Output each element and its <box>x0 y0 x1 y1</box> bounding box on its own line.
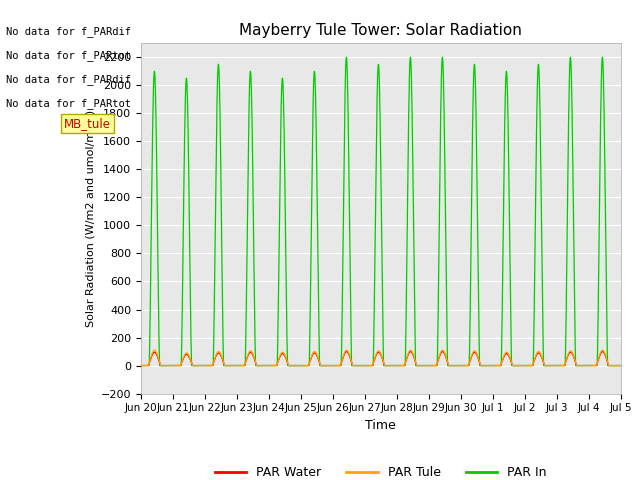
Legend: PAR Water, PAR Tule, PAR In: PAR Water, PAR Tule, PAR In <box>210 461 552 480</box>
Y-axis label: Solar Radiation (W/m2 and umol/m2/s): Solar Radiation (W/m2 and umol/m2/s) <box>85 110 95 327</box>
Text: No data for f_PARdif: No data for f_PARdif <box>6 73 131 84</box>
Text: No data for f_PARtot: No data for f_PARtot <box>6 49 131 60</box>
Text: No data for f_PARdif: No data for f_PARdif <box>6 25 131 36</box>
X-axis label: Time: Time <box>365 419 396 432</box>
Text: MB_tule: MB_tule <box>64 117 111 130</box>
Text: No data for f_PARtot: No data for f_PARtot <box>6 97 131 108</box>
Title: Mayberry Tule Tower: Solar Radiation: Mayberry Tule Tower: Solar Radiation <box>239 23 522 38</box>
